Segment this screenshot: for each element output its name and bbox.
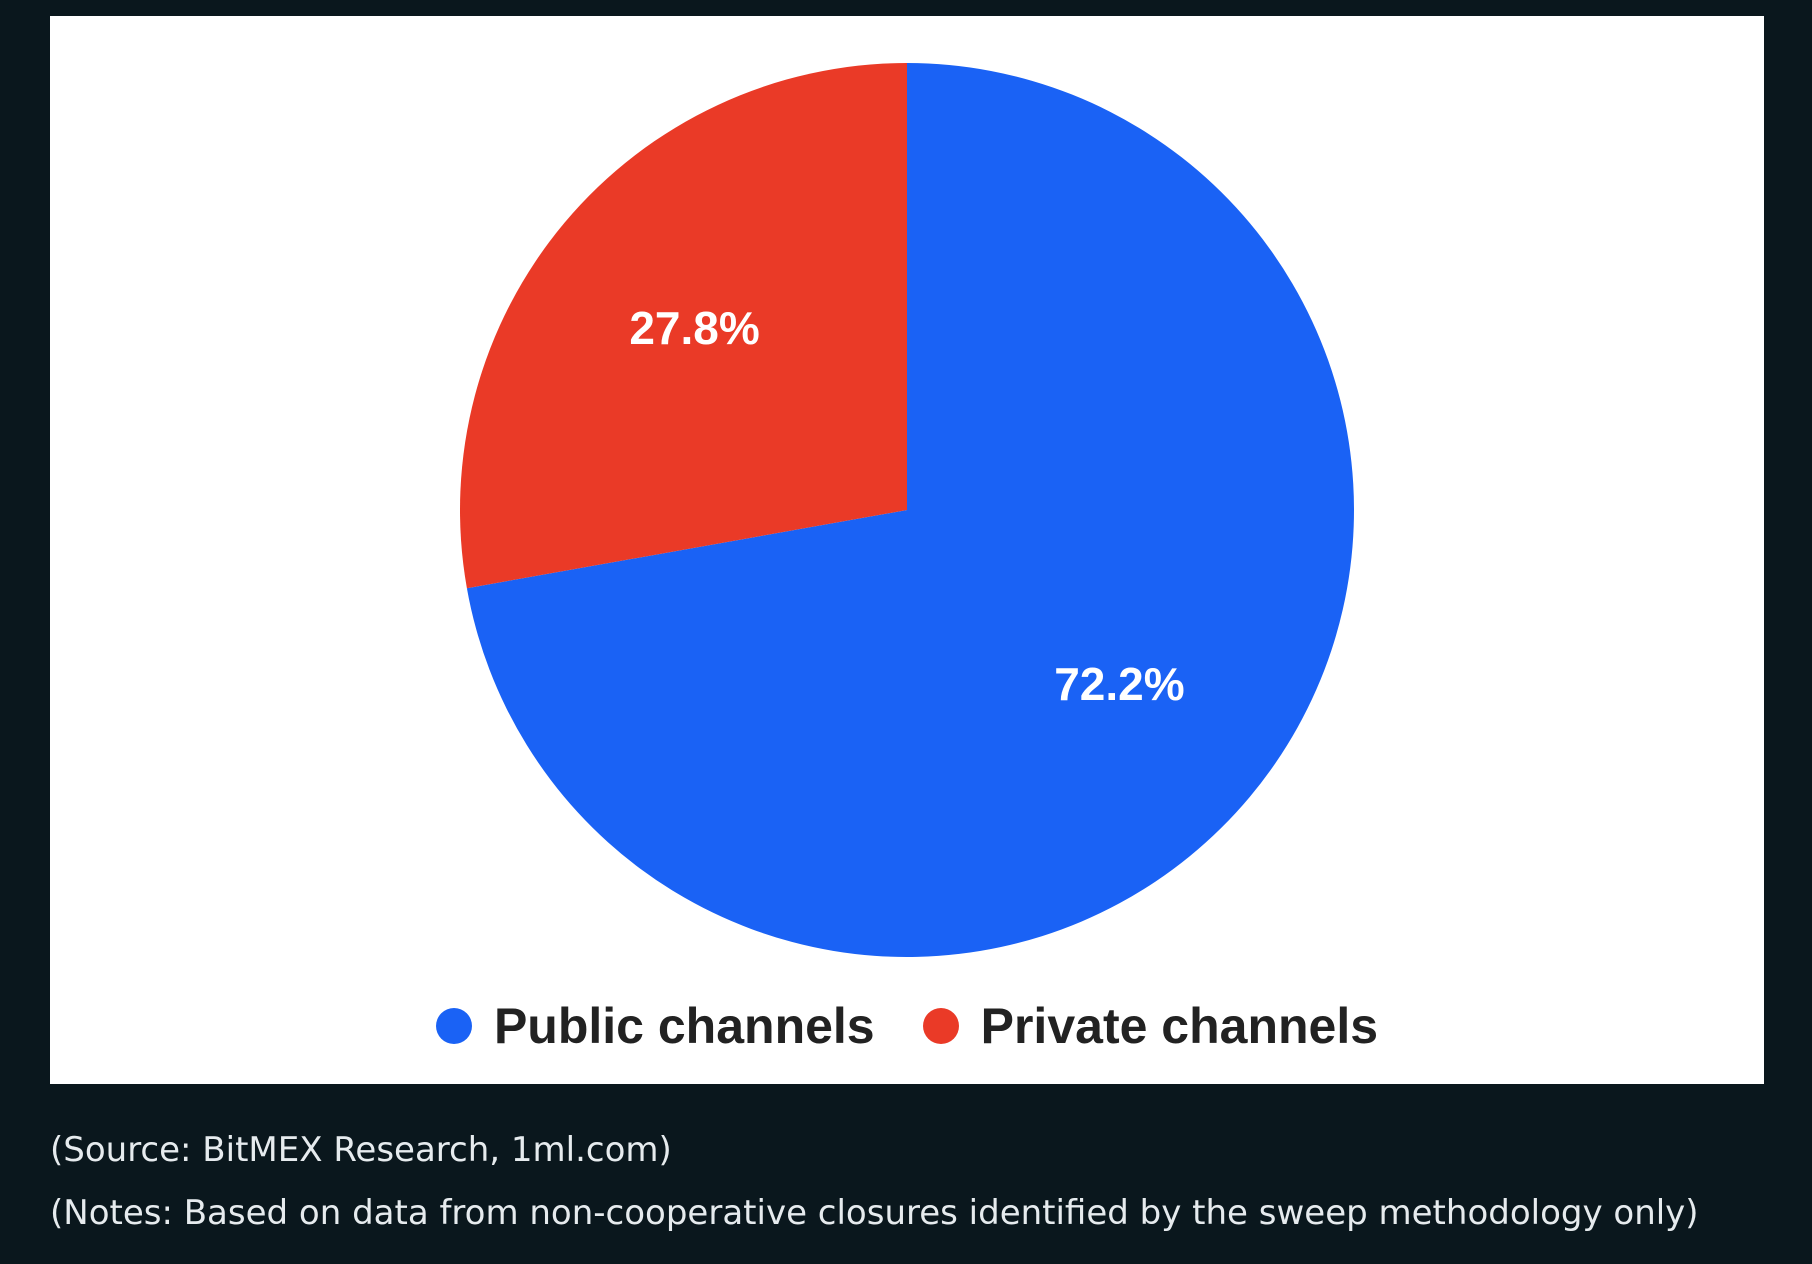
slice-label-public: 72.2% (1054, 658, 1184, 710)
notes-caption: (Notes: Based on data from non-cooperati… (50, 1193, 1699, 1233)
legend-swatch-public (435, 1008, 472, 1044)
legend-label-private: Private channels (980, 998, 1379, 1054)
chart-legend: Public channels Private channels (50, 988, 1764, 1064)
chart-panel: 72.2% 27.8% Public channels Private chann… (50, 16, 1764, 1084)
legend-label-public: Public channels (493, 998, 875, 1054)
pie-chart: 72.2% 27.8% (460, 63, 1355, 957)
legend-item-public: Public channels (435, 997, 875, 1055)
slice-label-private: 27.8% (629, 302, 759, 354)
pie-slice-public (466, 63, 1355, 957)
source-caption: (Source: BitMEX Research, 1ml.com) (50, 1130, 672, 1170)
legend-swatch-private (922, 1008, 959, 1044)
legend-item-private: Private channels (922, 997, 1379, 1055)
pie-slice-private (460, 63, 907, 589)
